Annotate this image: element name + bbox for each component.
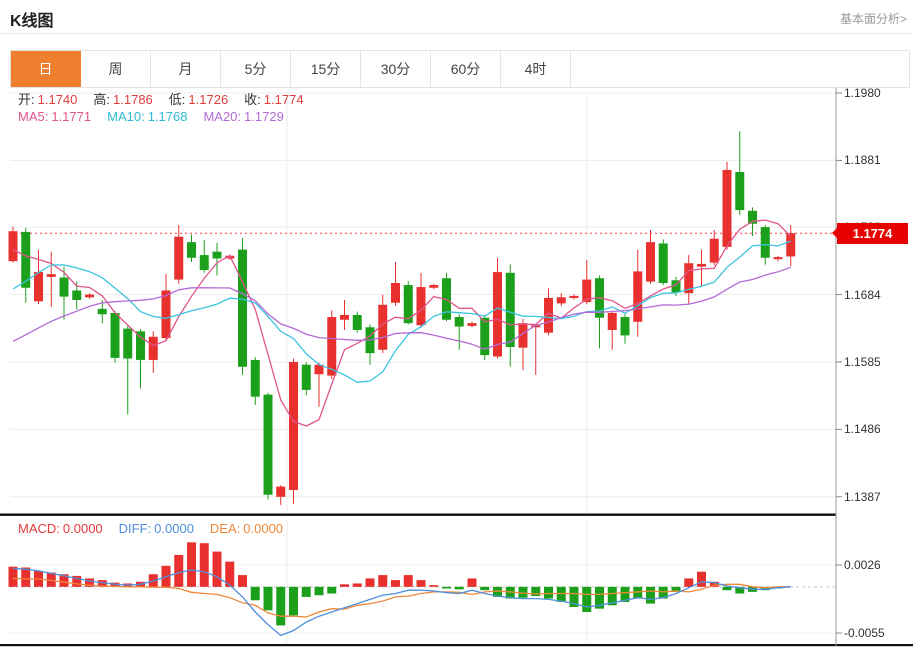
close-legend: 收: 1.1774: [244, 92, 304, 107]
tab-30min[interactable]: 30分: [361, 51, 431, 87]
bottom-border: [0, 644, 913, 647]
macd-legend: MACD: 0.0000 DIFF: 0.0000 DEA: 0.0000: [18, 521, 299, 536]
tab-month[interactable]: 月: [151, 51, 221, 87]
tabbar-filler: [571, 51, 909, 87]
macd-tick-1: -0.0055: [844, 626, 885, 640]
dea-value-legend: DEA: 0.0000: [209, 521, 284, 536]
macd-tick-0: 0.0026: [844, 558, 881, 572]
low-legend: 低: 1.1726: [168, 92, 229, 107]
tab-day[interactable]: 日: [11, 51, 81, 87]
macd-histogram: [8, 542, 783, 626]
candles-group: [8, 131, 796, 505]
price-gridlines: [10, 92, 836, 643]
high-legend: 高: 1.1786: [93, 92, 153, 107]
dea-line: [12, 577, 791, 618]
period-tabbar: 日 周 月 5分 15分 30分 60分 4时: [10, 50, 910, 88]
ma5-legend: MA5: 1.1771: [18, 109, 92, 124]
tab-week[interactable]: 周: [81, 51, 151, 87]
page-title: K线图: [10, 13, 54, 30]
right-axis: [835, 86, 842, 646]
panel-separator: [0, 513, 836, 516]
price-tick-6: 1.1387: [844, 490, 881, 504]
ma-legend: MA5: 1.1771 MA10: 1.1768 MA20: 1.1729: [18, 109, 300, 124]
price-tick-1: 1.1881: [844, 153, 881, 167]
tab-60min[interactable]: 60分: [431, 51, 501, 87]
macd-value-legend: MACD: 0.0000: [18, 521, 103, 536]
title-divider: [0, 33, 913, 34]
tab-4hour[interactable]: 4时: [501, 51, 571, 87]
ma20-line: [12, 266, 792, 350]
ma10-legend: MA10: 1.1768: [107, 109, 188, 124]
ma5-line: [12, 219, 792, 427]
diff-value-legend: DIFF: 0.0000: [118, 521, 194, 536]
current-price-tag: 1.1774: [832, 223, 908, 244]
ohlc-legend: 开: 1.1740 高: 1.1786 低: 1.1726 收: 1.1774: [18, 89, 320, 108]
fundamental-analysis-link[interactable]: 基本面分析>: [839, 12, 907, 26]
open-legend: 开: 1.1740: [18, 92, 78, 107]
ma10-line: [12, 240, 792, 383]
price-tick-5: 1.1486: [844, 422, 881, 436]
price-tick-0: 1.1980: [844, 86, 881, 100]
ma20-legend: MA20: 1.1729: [203, 109, 284, 124]
price-tick-3: 1.1684: [844, 288, 881, 302]
tab-15min[interactable]: 15分: [291, 51, 361, 87]
diff-line: [12, 567, 791, 637]
tab-5min[interactable]: 5分: [221, 51, 291, 87]
price-tick-4: 1.1585: [844, 355, 881, 369]
